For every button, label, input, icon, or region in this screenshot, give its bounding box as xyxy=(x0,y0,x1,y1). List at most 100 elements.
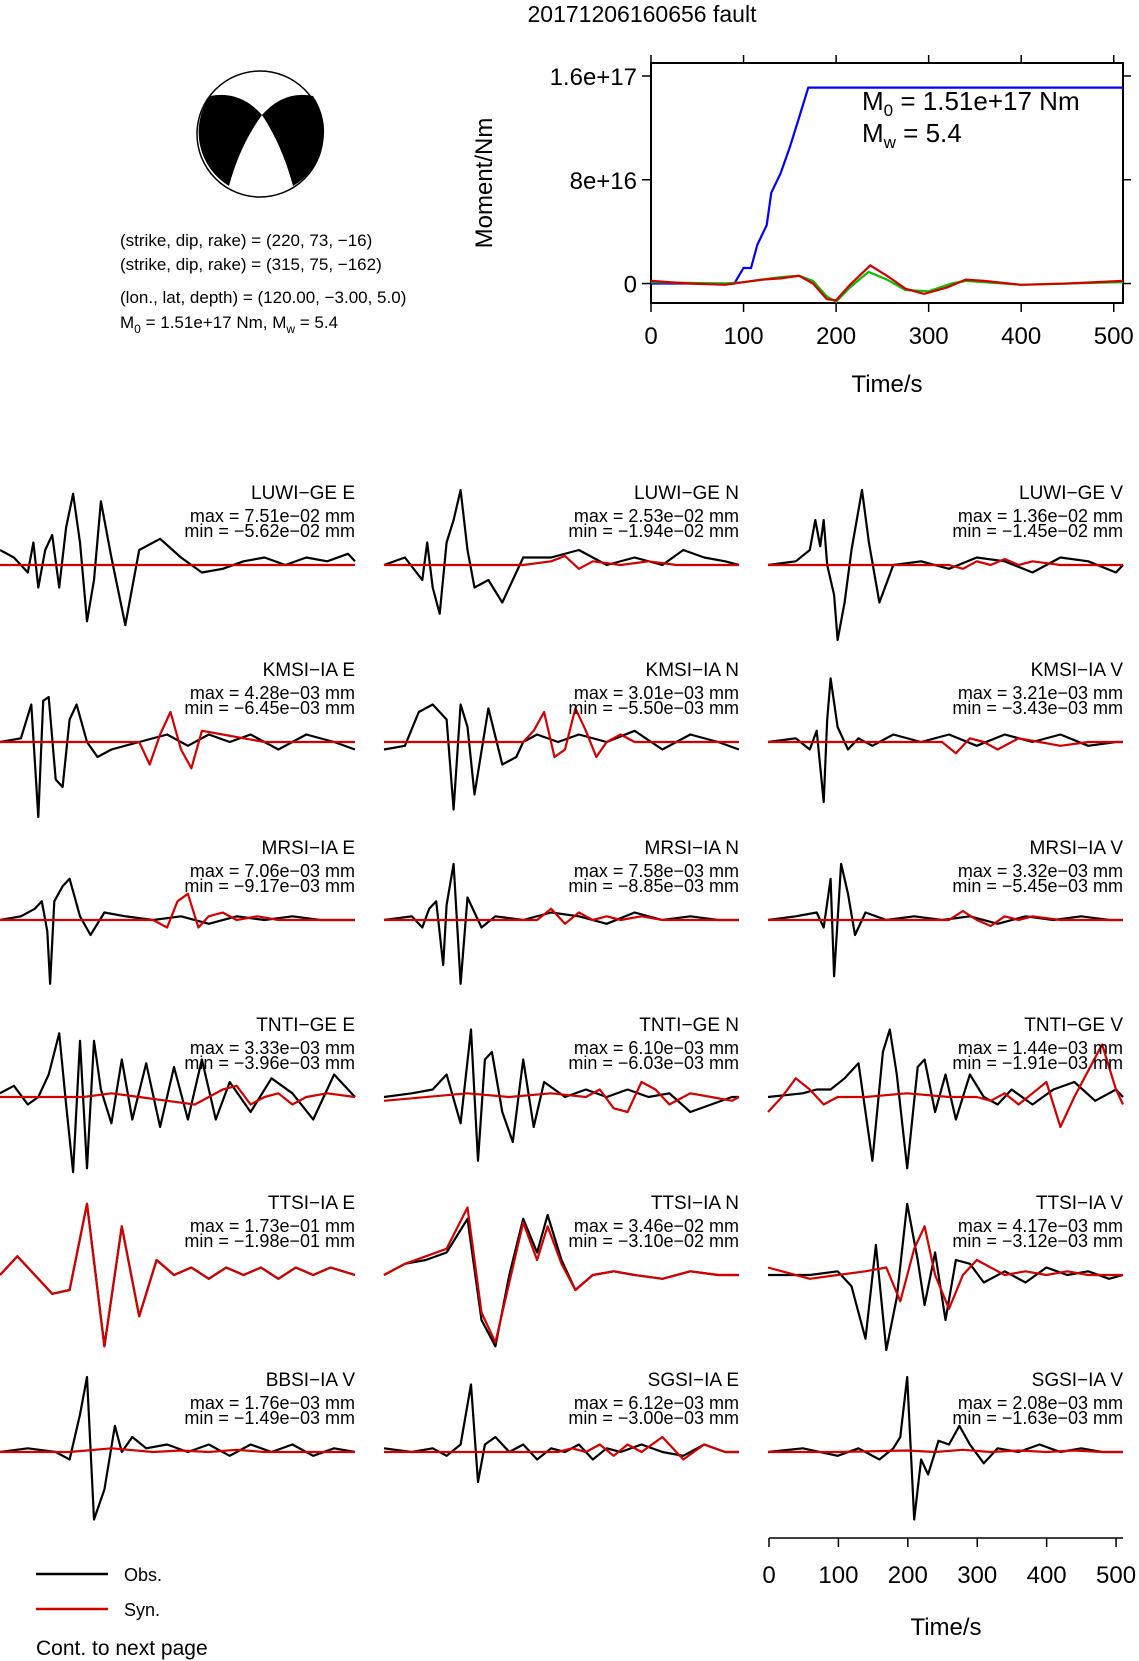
station-label: KMSI−IA E xyxy=(263,660,355,681)
max-amplitude-label: max = 4.28e−03 mm xyxy=(190,683,355,703)
moment-y-tick-label: 0 xyxy=(624,272,637,299)
max-amplitude-label: max = 2.53e−02 mm xyxy=(574,506,739,526)
min-amplitude-label: min = −3.00e−03 mm xyxy=(568,1408,739,1428)
station-label: TTSI−IA N xyxy=(651,1193,739,1214)
synthetic-trace xyxy=(384,554,739,570)
moment-y-tick-label: 8e+16 xyxy=(570,168,637,195)
max-amplitude-label: max = 3.46e−02 mm xyxy=(574,1216,739,1236)
moment-series-line-2 xyxy=(650,264,1124,302)
min-amplitude-label: min = −3.43e−03 mm xyxy=(952,698,1123,718)
mechanism-text-block: (strike, dip, rake) = (220, 73, −16) (st… xyxy=(120,231,406,336)
moment-x-tick-label: 400 xyxy=(1001,323,1041,350)
observed-trace xyxy=(0,1032,356,1174)
observed-trace xyxy=(383,1028,739,1162)
moment-x-tick-label: 200 xyxy=(816,323,856,350)
station-label: MRSI−IA E xyxy=(262,838,355,859)
synthetic-trace xyxy=(384,907,739,925)
legend-obs-label: Obs. xyxy=(124,1565,162,1585)
station-label: TNTI−GE E xyxy=(256,1015,355,1036)
waveform-time-ticks: 0 100 200 300 400 500 xyxy=(762,1538,1136,1589)
observed-trace xyxy=(767,1028,1124,1170)
station-label: MRSI−IA V xyxy=(1030,838,1124,859)
beachball-compressional-quadrant-left xyxy=(198,94,262,186)
figure-title: 20171206160656 fault xyxy=(528,1,758,27)
moment-y-axis-label: Moment/Nm xyxy=(471,118,498,249)
moment-x-tick-label: 0 xyxy=(644,323,657,350)
max-amplitude-label: max = 7.51e−02 mm xyxy=(190,506,355,526)
station-label: KMSI−IA V xyxy=(1031,660,1124,681)
waveform-time-axis: 0 100 200 300 400 500 Time/s xyxy=(762,1537,1136,1641)
observed-trace xyxy=(0,877,355,985)
min-amplitude-label: min = −6.45e−03 mm xyxy=(184,698,355,718)
synthetic-trace xyxy=(768,737,1123,755)
moment-rate-plot: 0 100 200 300 400 500 1.6e+17 8e+16 0 Time/s Mo… xyxy=(471,55,1134,398)
min-amplitude-label: min = −3.12e−03 mm xyxy=(952,1231,1123,1251)
observed-trace xyxy=(0,1375,356,1521)
observed-trace xyxy=(767,1375,1123,1521)
min-amplitude-label: min = −3.96e−03 mm xyxy=(184,1053,355,1073)
location-label: (lon., lat, depth) = (120.00, −3.00, 5.0… xyxy=(120,288,406,307)
synthetic-trace xyxy=(383,1206,739,1344)
moment-plot-frame xyxy=(650,62,1124,304)
beachball-compressional-quadrant-right xyxy=(262,94,325,186)
station-label: LUWI−GE V xyxy=(1019,483,1123,504)
synthetic-trace xyxy=(768,557,1123,570)
min-amplitude-label: min = −9.17e−03 mm xyxy=(184,876,355,896)
synthetic-trace xyxy=(0,710,355,770)
min-amplitude-label: min = −5.45e−03 mm xyxy=(952,876,1123,896)
observed-trace xyxy=(767,677,1123,804)
station-label: KMSI−IA N xyxy=(646,660,739,681)
min-amplitude-label: min = −1.45e−02 mm xyxy=(952,521,1123,541)
observed-trace xyxy=(383,703,740,811)
observed-trace xyxy=(0,695,356,819)
focal-mechanism-beachball xyxy=(196,70,325,198)
moment-annotation-mw: Mw = 5.4 xyxy=(862,118,962,152)
min-amplitude-label: min = −8.85e−03 mm xyxy=(568,876,739,896)
station-label: LUWI−GE E xyxy=(251,483,355,504)
waveform-time-tick-label: 100 xyxy=(818,1562,858,1589)
min-amplitude-label: min = −1.94e−02 mm xyxy=(568,521,739,541)
nodal-plane-1-label: (strike, dip, rake) = (220, 73, −16) xyxy=(120,231,372,250)
moment-x-tick-label: 100 xyxy=(724,323,764,350)
moment-magnitude-label: M0 = 1.51e+17 Nm, Mw = 5.4 xyxy=(120,313,338,336)
moment-y-ticks: 1.6e+17 8e+16 0 xyxy=(550,64,1131,299)
station-label: TTSI−IA E xyxy=(268,1193,355,1214)
legend-syn-label: Syn. xyxy=(124,1600,160,1620)
min-amplitude-label: min = −1.63e−03 mm xyxy=(952,1408,1123,1428)
synthetic-trace xyxy=(0,1084,356,1106)
max-amplitude-label: max = 6.10e−03 mm xyxy=(574,1038,739,1058)
station-label: TTSI−IA V xyxy=(1036,1193,1123,1214)
nodal-plane-2-label: (strike, dip, rake) = (315, 75, −162) xyxy=(120,255,382,274)
waveform-time-tick-label: 400 xyxy=(1027,1562,1067,1589)
synthetic-trace xyxy=(767,1043,1124,1129)
synthetic-trace xyxy=(768,909,1123,928)
station-label: LUWI−GE N xyxy=(634,483,739,504)
waveform-legend: Obs. Syn. Cont. to next page xyxy=(36,1565,208,1660)
max-amplitude-label: max = 4.17e−03 mm xyxy=(958,1216,1123,1236)
min-amplitude-label: min = −5.50e−03 mm xyxy=(568,698,739,718)
moment-x-tick-label: 300 xyxy=(909,323,949,350)
synthetic-trace xyxy=(0,1447,355,1454)
min-amplitude-label: min = −1.98e−01 mm xyxy=(184,1231,355,1251)
moment-x-ticks: 0 100 200 300 400 500 xyxy=(644,55,1134,350)
moment-series-line-0 xyxy=(651,86,1123,285)
synthetic-trace xyxy=(384,1435,739,1461)
min-amplitude-label: min = −1.91e−03 mm xyxy=(952,1053,1123,1073)
max-amplitude-label: max = 1.36e−02 mm xyxy=(958,506,1123,526)
max-amplitude-label: max = 2.08e−03 mm xyxy=(958,1393,1123,1413)
observed-trace xyxy=(383,1383,739,1484)
observed-trace xyxy=(767,488,1124,642)
synthetic-trace xyxy=(384,707,739,759)
observed-trace xyxy=(0,492,356,627)
